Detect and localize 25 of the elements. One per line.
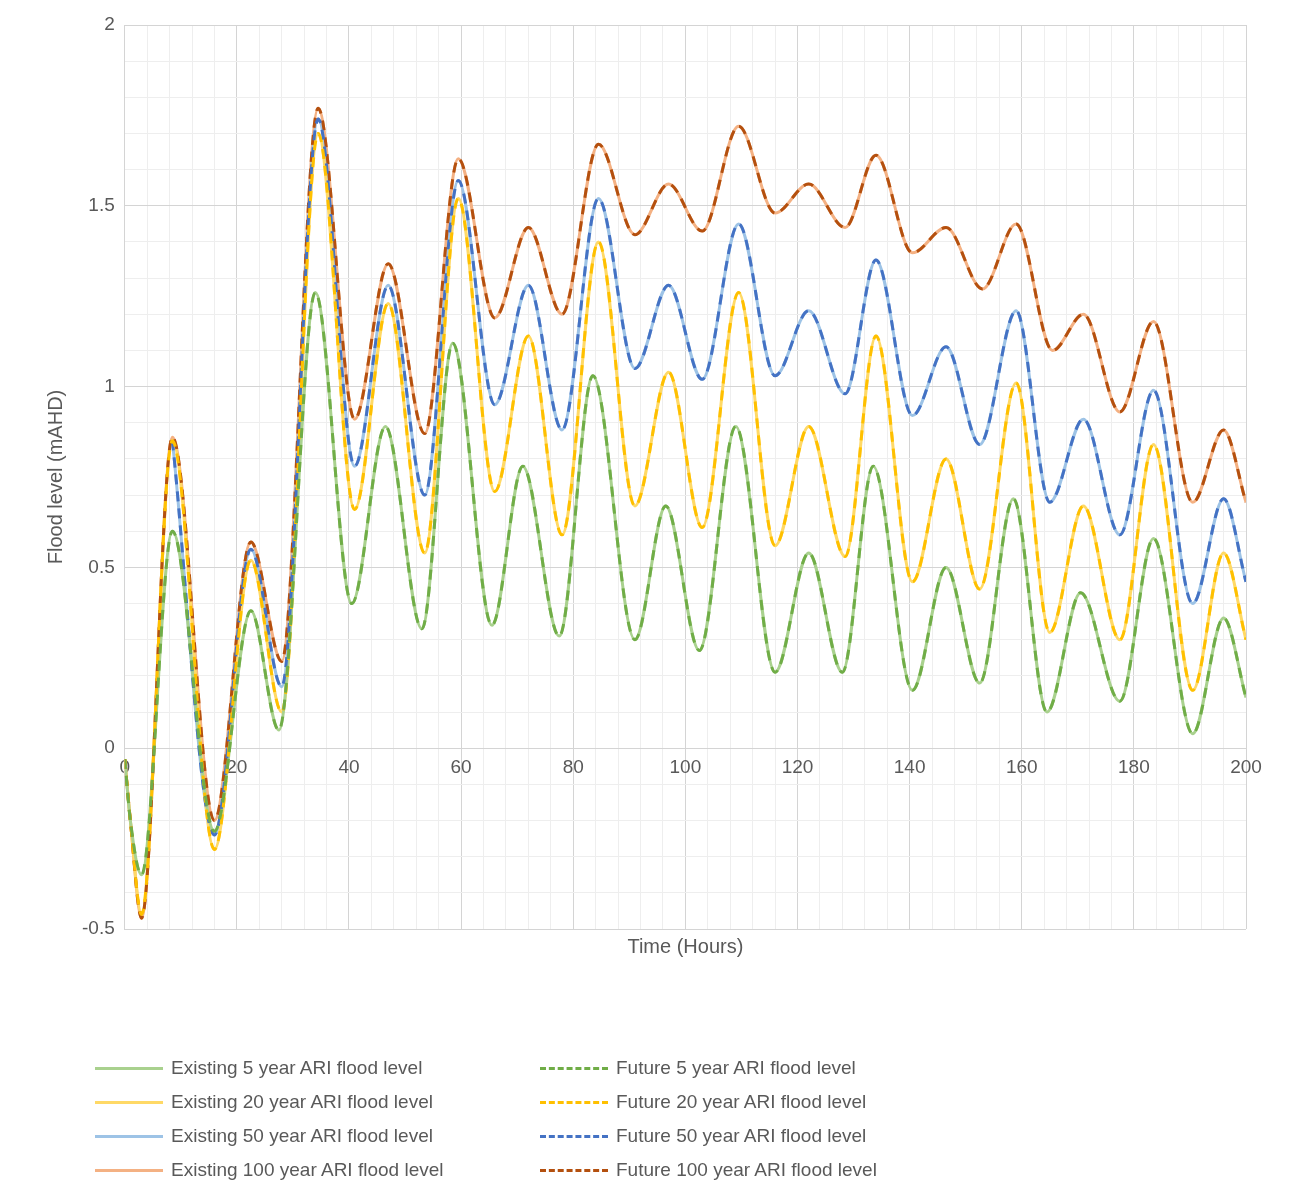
x-tick-label: 100: [669, 755, 702, 777]
y-tick-label: 1.5: [88, 194, 115, 216]
legend-label: Future 100 year ARI flood level: [616, 1159, 877, 1181]
y-tick-label: 0.5: [88, 555, 115, 577]
y-tick-label: -0.5: [81, 917, 115, 939]
x-tick-label: 200: [1230, 755, 1262, 777]
x-tick-label: 40: [338, 755, 360, 777]
legend-label: Existing 50 year ARI flood level: [171, 1125, 433, 1147]
x-tick-label: 60: [450, 755, 472, 777]
legend-label: Existing 100 year ARI flood level: [171, 1159, 444, 1181]
legend-label: Existing 20 year ARI flood level: [171, 1091, 433, 1113]
x-tick-label: 140: [893, 755, 926, 777]
y-tick-label: 1: [104, 374, 115, 396]
y-axis-title: Flood level (mAHD): [43, 389, 66, 565]
legend-label: Future 20 year ARI flood level: [616, 1091, 867, 1113]
y-tick-label: 0: [104, 736, 115, 758]
legend-label: Existing 5 year ARI flood level: [171, 1057, 423, 1079]
x-tick-label: 120: [781, 755, 814, 777]
x-axis-title: Time (Hours): [627, 934, 744, 957]
x-tick-label: 80: [562, 755, 584, 777]
legend-label: Future 5 year ARI flood level: [616, 1057, 856, 1079]
x-tick-label: 160: [1005, 755, 1038, 777]
x-tick-label: 180: [1118, 755, 1150, 777]
legend-label: Future 50 year ARI flood level: [616, 1125, 867, 1147]
y-tick-label: 2: [104, 13, 115, 35]
